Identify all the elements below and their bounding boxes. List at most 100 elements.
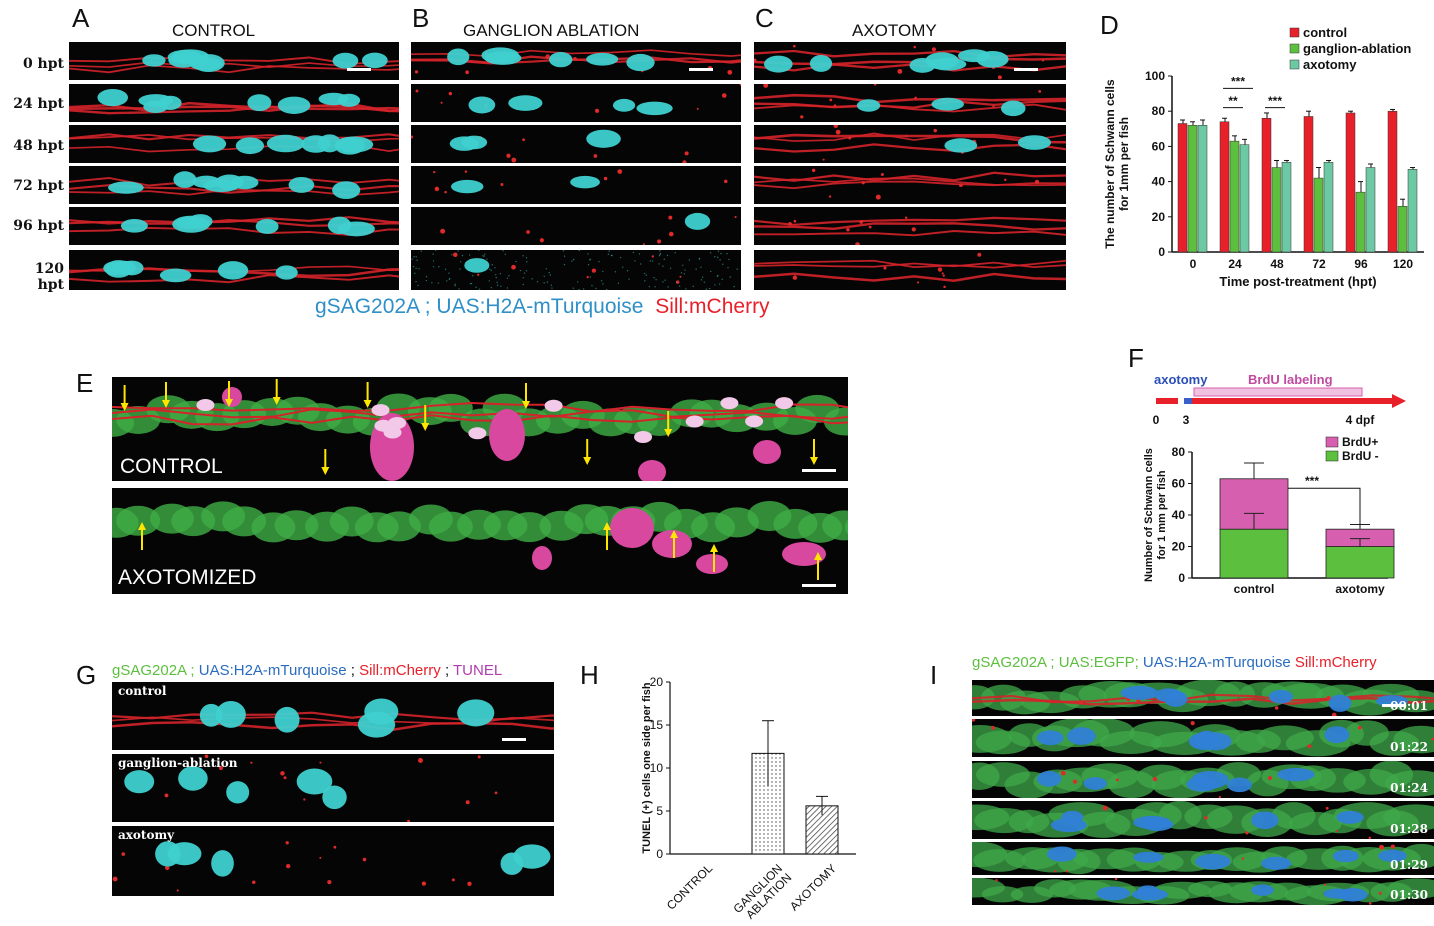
micrograph-g-2: axotomy [112,826,554,896]
label-g-0: control [118,684,167,698]
ytick-label-d-2: 40 [1152,175,1166,189]
ytick-label-h-1: 5 [656,804,663,818]
ytick-label-d-3: 60 [1152,139,1166,153]
label-e-axotomized: AXOTOMIZED [118,566,257,589]
legend-label-f-1: BrdU - [1342,449,1379,463]
panel-c-title: AXOTOMY [852,21,937,40]
ytick-label-f-2: 40 [1172,508,1186,522]
panel-letter-c: C [755,3,774,33]
ytick-label-d-5: 100 [1145,69,1165,83]
bar-d-1-5 [1397,205,1408,253]
caption-abc-green: gSAG202A ; UAS:H2A-mTurquoise [315,295,644,318]
row-label-0hpt: 0 hpt [22,56,64,72]
bar-d-0-1 [1219,121,1230,253]
timeline-tick-4: 4 dpf [1346,413,1376,427]
xtick-label-d-5: 120 [1393,257,1413,271]
caption-g-sep2: ; [444,662,450,679]
bar-d-1-4 [1355,191,1366,253]
bar-d-0-0 [1177,123,1188,253]
micrograph-g-0: control [112,682,554,750]
ytick-label-d-0: 0 [1158,245,1165,259]
timeline-axotomy [1184,398,1192,404]
legend-swatch-d-1 [1289,43,1300,54]
bar-d-0-3 [1303,116,1314,253]
xlabel-d: Time post-treatment (hpt) [1219,274,1376,289]
label-g-2: axotomy [118,828,175,842]
micrograph-a-row-3 [69,166,399,204]
panel-letter-a: A [72,3,90,33]
xtick-label-f-0: control [1234,582,1275,596]
ylabel-f-line2: for 1 mm per fish [1156,470,1168,560]
micrograph-i-3: 01:28 [972,801,1434,839]
ytick-label-f-1: 20 [1172,540,1186,554]
legend-swatch-d-2 [1289,59,1300,70]
row-label-96hpt: 96 hpt [13,218,64,234]
caption-abc-red: Sill:mCherry [655,295,770,318]
panel-b-title: GANGLION ABLATION [463,21,640,40]
micrograph-i-5: 01:30 [972,878,1434,905]
timestamp-0: 00:01 [1390,699,1428,713]
label-e-control: CONTROL [120,455,223,478]
micrograph-c-row-4 [754,207,1066,245]
timeline-brdu-bar [1193,387,1363,397]
bar-d-2-2 [1281,161,1292,253]
chart-f: axotomy BrdU labeling 0 3 4 dpf 0 20 40 60 80 cont… [1143,372,1406,596]
micrograph-b-row-0 [411,42,741,80]
micrograph-c-row-0 [754,42,1066,80]
bar-d-0-2 [1261,117,1272,253]
timeline-label-axotomy: axotomy [1154,372,1208,387]
ytick-label-f-4: 80 [1172,445,1186,459]
ytick-label-h-3: 15 [650,718,664,732]
label-g-1: ganglion-ablation [118,756,238,770]
timeline-arrow [1392,394,1406,408]
micrograph-i-1: 01:22 [972,719,1434,757]
panel-a-title: CONTROL [172,21,256,40]
micrograph-g-1: ganglion-ablation [112,754,554,822]
sig-label-f: *** [1305,474,1319,488]
panel-letter-d: D [1100,10,1119,40]
legend-swatch-f-1 [1325,450,1339,462]
bar-f-neg-0 [1219,528,1289,579]
micrograph-a-row-4 [69,207,399,245]
panel-letter-b: B [412,3,430,33]
legend-label-d-0: control [1303,25,1347,40]
bar-d-2-3 [1323,161,1334,253]
panel-letter-h: H [580,660,599,690]
timeline-tick-0: 0 [1153,413,1160,427]
micrograph-e-axotomized: AXOTOMIZED [112,488,848,594]
sig-label-48: *** [1268,94,1282,108]
bar-d-2-4 [1365,167,1376,253]
xtick-label-d-4: 96 [1354,257,1368,271]
row-label-48hpt: 48 hpt [13,138,64,154]
micrograph-i-4: 01:29 [972,842,1434,875]
micrograph-a-row-1 [69,84,399,122]
panel-letter-f: F [1128,343,1144,373]
legend-label-d-1: ganglion-ablation [1303,41,1411,56]
bar-d-1-1 [1229,140,1240,253]
micrograph-c-row-5 [754,250,1066,290]
bar-d-0-5 [1387,110,1398,253]
bar-d-1-0 [1187,125,1198,253]
caption-g-magenta: TUNEL [453,662,503,679]
caption-g-red: Sill:mCherry [359,662,441,679]
timestamp-2: 01:24 [1390,781,1428,795]
micrograph-a-row-5 [69,250,399,290]
xtick-label-d-3: 72 [1312,257,1326,271]
ytick-label-h-2: 10 [650,761,664,775]
micrograph-a-row-2 [69,125,399,163]
row-label-120hpt: 120 hpt [34,261,64,293]
xtick-label-h-2: AXOTOMY [787,861,839,913]
row-label-72hpt: 72 hpt [13,178,64,194]
ytick-label-h-0: 0 [656,847,663,861]
caption-g-blue: UAS:H2A-mTurquoise [198,662,347,679]
micrograph-b-row-5 [411,250,741,290]
bar-d-1-3 [1313,177,1324,253]
micrograph-c-row-2 [754,125,1066,163]
micrograph-b-row-2 [411,125,741,163]
bar-d-1-2 [1271,167,1282,253]
ytick-label-f-3: 60 [1172,477,1186,491]
bar-d-2-0 [1197,125,1208,253]
sig-label-24b: ** [1228,94,1238,108]
micrograph-b-row-1 [411,84,741,122]
